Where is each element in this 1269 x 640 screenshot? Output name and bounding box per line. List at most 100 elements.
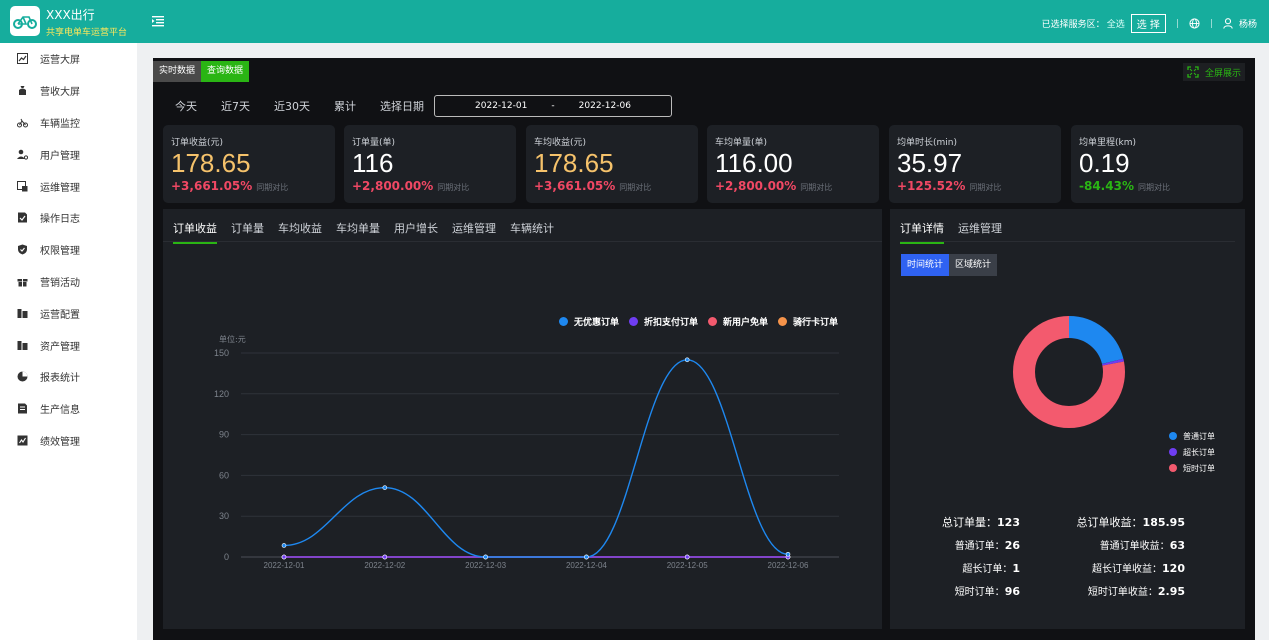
tab-query-data[interactable]: 查询数据 [201, 61, 250, 82]
globe-icon[interactable] [1189, 18, 1200, 29]
range-today[interactable]: 今天 [175, 100, 197, 113]
service-area-label: 已选择服务区： [1041, 20, 1105, 30]
tab-order-detail[interactable]: 订单详情 [900, 220, 944, 244]
donut-slice[interactable] [1013, 316, 1125, 428]
sidebar-item-assets[interactable]: 资产管理 [0, 329, 137, 361]
sidebar-item-users[interactable]: 用户管理 [0, 138, 137, 170]
legend-label: 超长订单 [1183, 447, 1215, 457]
sidebar-item-dashboard[interactable]: 运营大屏 [0, 43, 137, 75]
sidebar-item-maintenance[interactable]: 运维管理 [0, 170, 137, 202]
tab-realtime-data[interactable]: 实时数据 [153, 61, 202, 82]
date-separator: - [551, 101, 555, 111]
maintenance-icon [17, 180, 28, 192]
asset-icon [17, 340, 28, 350]
username[interactable]: 杨杨 [1238, 20, 1257, 30]
sidebar-item-production[interactable]: 生产信息 [0, 393, 137, 425]
legend-label: 无优惠订单 [573, 318, 619, 328]
kpi-delta-note: 同期对比 [437, 183, 470, 192]
sidebar-item-label: 操作日志 [40, 214, 80, 226]
kpi-delta-value: +3,661.05% [171, 179, 253, 193]
legend-label: 骑行卡订单 [792, 318, 838, 328]
revenue-chart-panel: 订单收益 订单量 车均收益 车均单量 用户增长 运维管理 车辆统计 0 30 60 9… [163, 209, 882, 629]
legend-dot [1169, 464, 1177, 472]
kpi-order-revenue: 订单收益(元) 178.65 +3,661.05% 同期对比 [163, 125, 335, 203]
tab-order-revenue[interactable]: 订单收益 [173, 220, 217, 244]
data-point [382, 485, 388, 490]
stat-label: 普通订单收益： [1099, 541, 1170, 552]
end-date[interactable]: 2022-12-06 [578, 101, 631, 111]
x-tick-label: 2022-12-05 [667, 561, 708, 570]
divider: | [1175, 18, 1179, 29]
legend-item-short-order[interactable]: 短时订单 [1169, 460, 1215, 476]
tab-order-count[interactable]: 订单量 [231, 222, 264, 235]
log-icon [18, 212, 27, 223]
tab-area-stats[interactable]: 区域统计 [949, 254, 998, 276]
sidebar-item-ops-config[interactable]: 运营配置 [0, 297, 137, 329]
legend-dot [707, 317, 717, 326]
stat-total-orders: 总订单量：123 [942, 511, 1020, 534]
date-range-picker[interactable]: 2022-12-01 - 2022-12-06 [434, 95, 672, 117]
legend-label: 普通订单 [1183, 431, 1215, 441]
sidebar-item-label: 运营配置 [40, 309, 80, 321]
kpi-label: 车均收益(元) [534, 138, 587, 148]
range-last-30-days[interactable]: 近30天 [274, 100, 310, 113]
tab-orders-per-bike[interactable]: 车均单量 [336, 222, 380, 235]
legend-item-normal-order[interactable]: 普通订单 [1169, 428, 1215, 444]
user-gear-icon [17, 149, 28, 160]
kpi-value: 35.97 [897, 148, 963, 178]
legend-dot [558, 317, 568, 326]
kpi-label: 订单收益(元) [171, 138, 224, 148]
sidebar-item-reports[interactable]: 报表统计 [0, 361, 137, 393]
legend-item-new-user-free[interactable]: 新用户免单 [707, 315, 768, 328]
user-icon[interactable] [1223, 18, 1233, 29]
data-point [684, 357, 690, 363]
range-last-7-days[interactable]: 近7天 [221, 100, 250, 113]
kpi-label: 车均单量(单) [715, 138, 768, 148]
gift-icon [17, 278, 28, 287]
legend-label: 新用户免单 [722, 318, 768, 328]
sidebar-item-revenue[interactable]: 营收大屏 [0, 75, 137, 107]
legend-item-long-order[interactable]: 超长订单 [1169, 444, 1215, 460]
tab-ops-management[interactable]: 运维管理 [958, 222, 1002, 235]
tab-vehicle-stats[interactable]: 车辆统计 [510, 222, 554, 235]
kpi-delta-value: +2,800.00% [715, 179, 797, 193]
dashboard-panel: 实时数据 查询数据 全屏展示 今天 近7天 近30天 累计 选择日期 2022-… [153, 58, 1255, 640]
sidebar-item-label: 绩效管理 [40, 436, 80, 448]
order-count-stats: 总订单量：123 普通订单：26 超长订单：1 短时订单：96 [942, 511, 1020, 603]
y-axis-label: 单位:元 [219, 334, 246, 344]
kpi-delta-note: 同期对比 [800, 183, 833, 192]
order-revenue-stats: 总订单收益：185.95 普通订单收益：63 超长订单收益：120 短时订单收益… [1077, 511, 1185, 603]
stat-label: 短时订单收益： [1087, 587, 1158, 598]
stat-label: 超长订单收益： [1092, 564, 1163, 575]
sidebar-item-permissions[interactable]: 权限管理 [0, 234, 137, 266]
legend-item-no-discount[interactable]: 无优惠订单 [558, 315, 619, 328]
kpi-delta: +125.52% 同期对比 [897, 179, 1001, 193]
sidebar-item-operation-log[interactable]: 操作日志 [0, 202, 137, 234]
sidebar-item-performance[interactable]: 绩效管理 [0, 425, 137, 457]
tab-maintenance[interactable]: 运维管理 [452, 222, 496, 235]
stat-normal-orders: 普通订单：26 [942, 534, 1020, 557]
tab-user-growth[interactable]: 用户增长 [394, 222, 438, 235]
y-tick-label: 60 [219, 470, 229, 480]
app-title: XXX出行 [46, 8, 95, 22]
expand-icon [1187, 66, 1199, 78]
chart-legend: 无优惠订单 折扣支付订单 新用户免单 骑行卡订单 [549, 315, 838, 328]
range-total[interactable]: 累计 [334, 100, 356, 113]
kpi-delta-value: +2,800.00% [352, 179, 434, 193]
header-right: 已选择服务区： 全选 选 择 | | 杨杨 [1042, 14, 1257, 33]
pie-icon [17, 371, 28, 382]
kpi-label: 均单里程(km) [1079, 138, 1137, 148]
tab-time-stats[interactable]: 时间统计 [901, 254, 950, 276]
sidebar-item-vehicle-monitor[interactable]: 车辆监控 [0, 107, 137, 139]
sidebar-item-marketing[interactable]: 营销活动 [0, 266, 137, 298]
select-service-area-button[interactable]: 选 择 [1130, 14, 1166, 33]
legend-item-discount[interactable]: 折扣支付订单 [628, 315, 698, 328]
fullscreen-button[interactable]: 全屏展示 [1182, 63, 1245, 81]
kpi-delta-note: 同期对比 [1137, 183, 1170, 192]
legend-item-ride-card[interactable]: 骑行卡订单 [777, 315, 838, 328]
start-date[interactable]: 2022-12-01 [475, 101, 528, 111]
tab-revenue-per-bike[interactable]: 车均收益 [278, 222, 322, 235]
menu-toggle-icon[interactable] [151, 14, 165, 28]
app-subtitle: 共享电单车运营平台 [46, 28, 128, 38]
stat-label: 超长订单： [962, 564, 1013, 575]
